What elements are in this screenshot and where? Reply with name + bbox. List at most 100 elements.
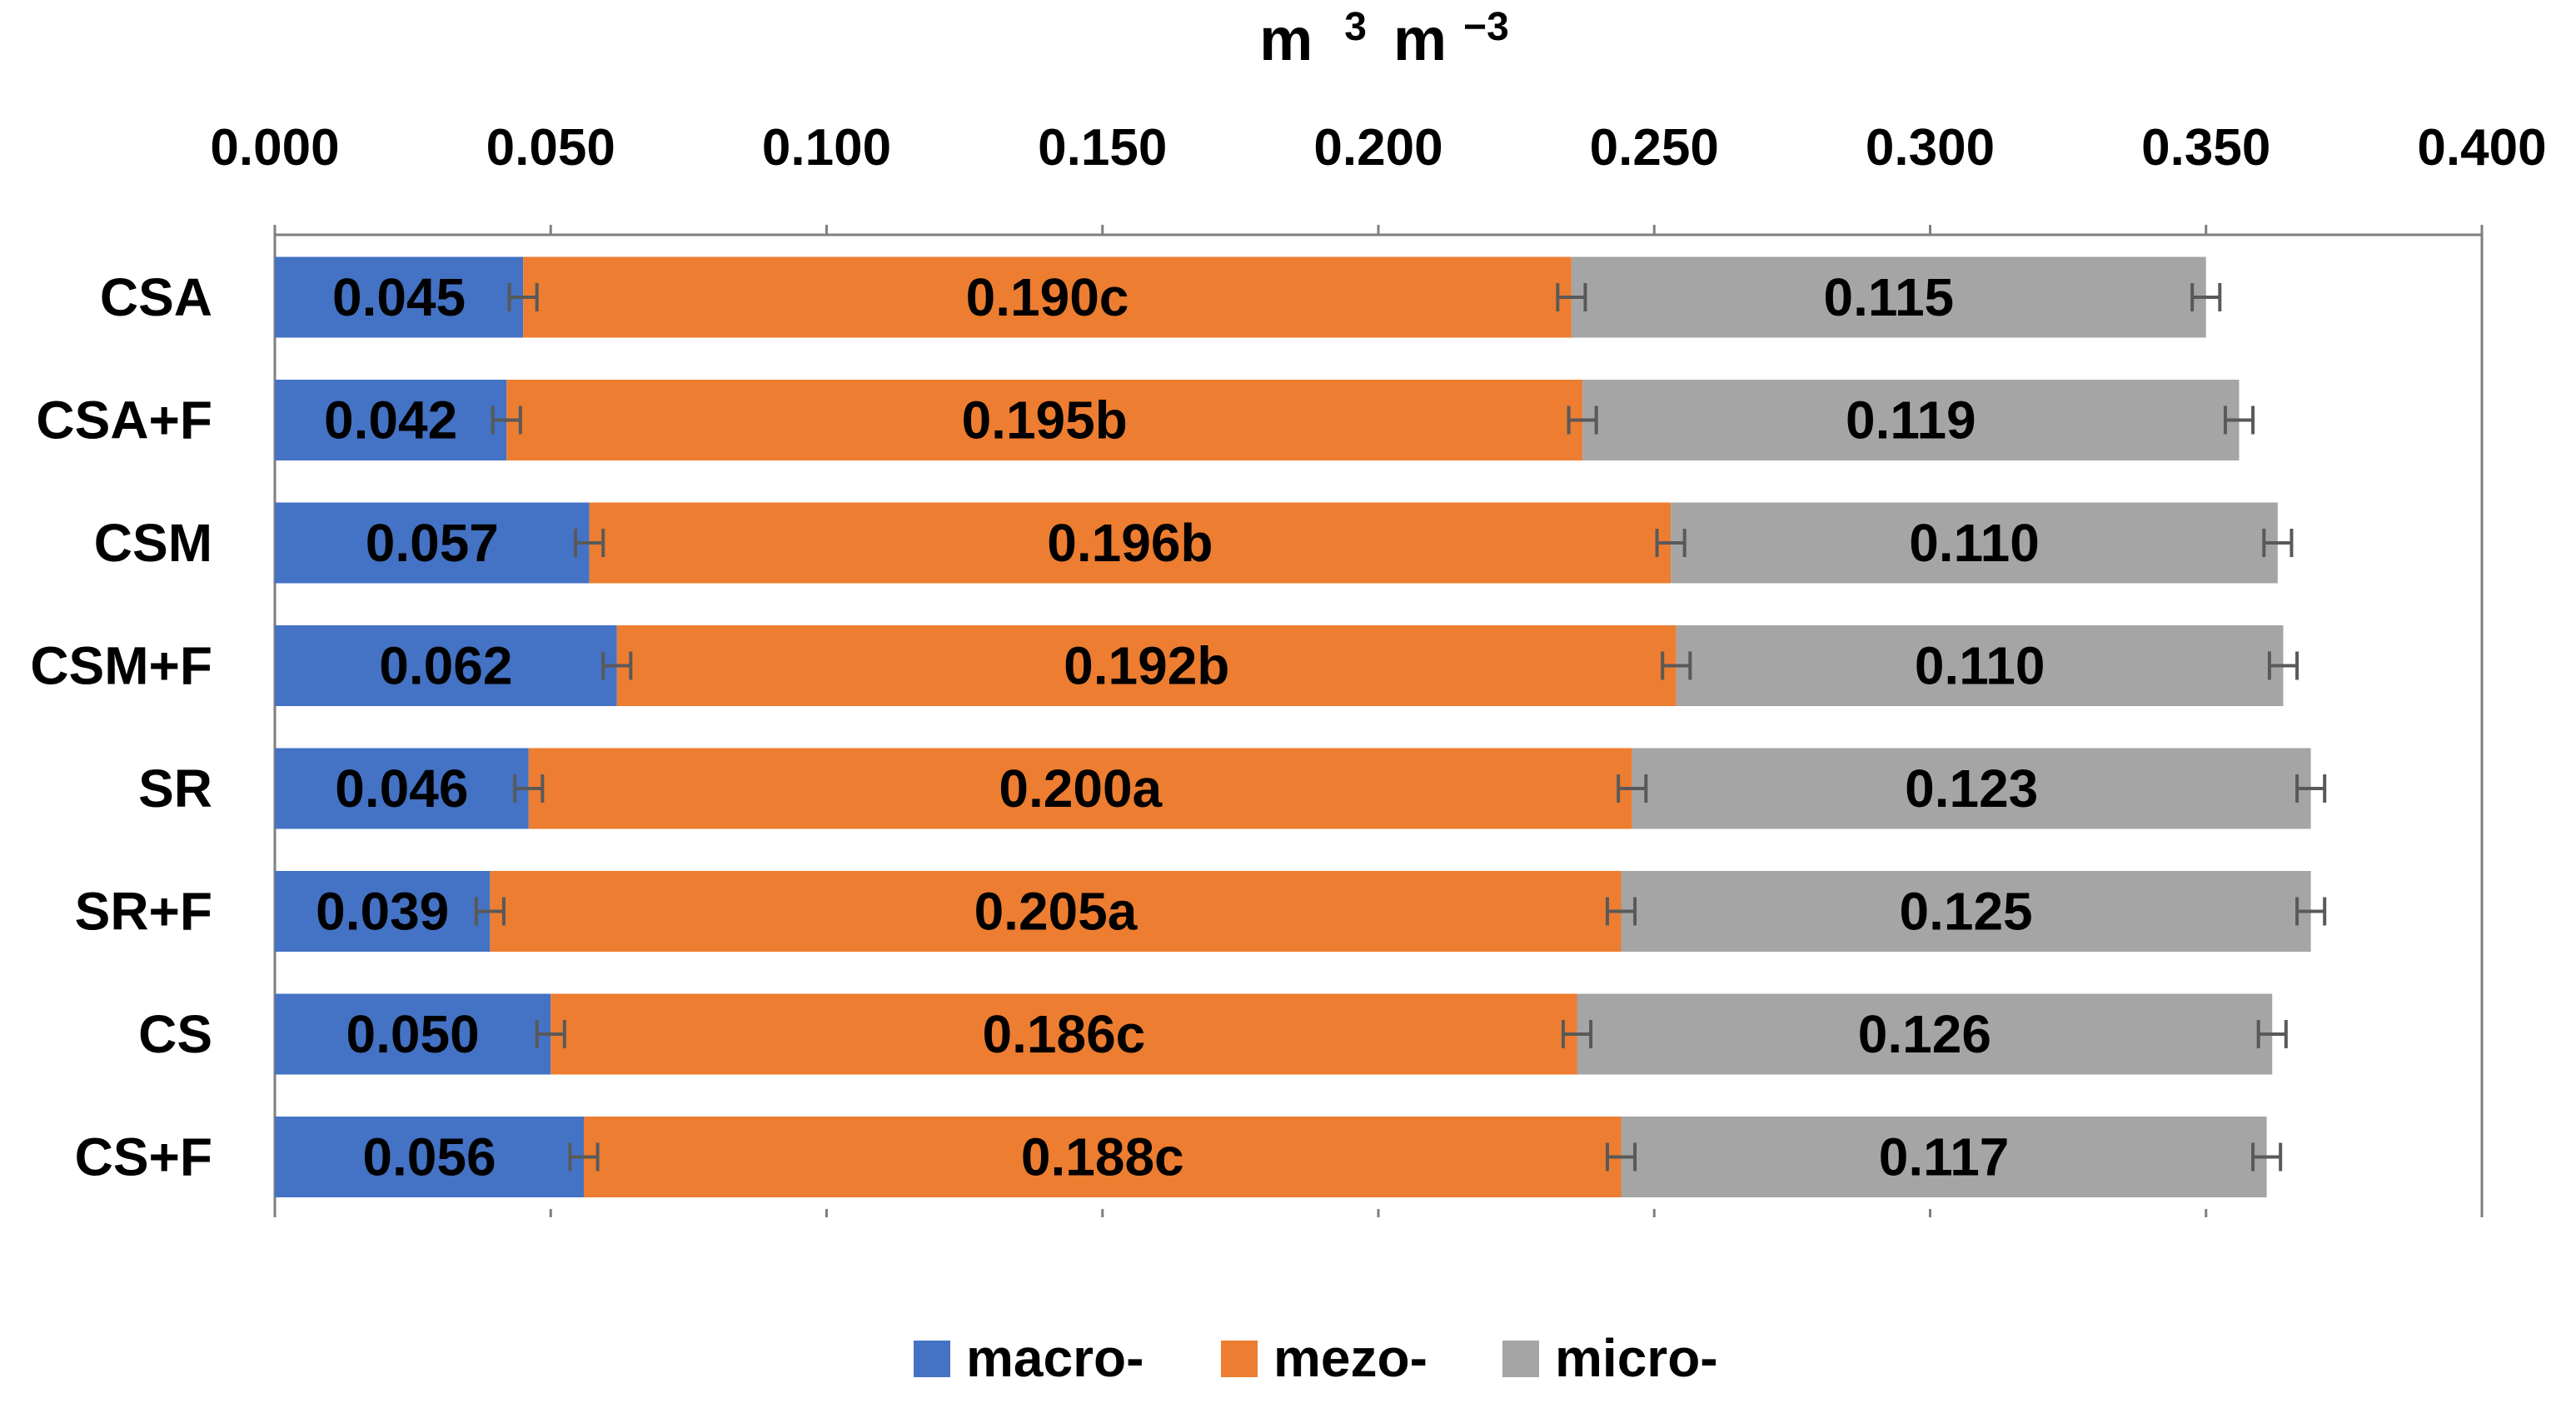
- error-bar: [1605, 1142, 1637, 1172]
- category-label: CSA: [100, 267, 212, 327]
- data-label: 0.117: [1879, 1127, 2010, 1187]
- bar-micro: [1632, 748, 2311, 829]
- data-label: 0.196b: [1047, 513, 1213, 573]
- error-bar: [1567, 405, 1598, 435]
- error-bar: [507, 283, 539, 311]
- error-bar: [1561, 1020, 1593, 1048]
- category-labels: CSA CSA+F CSM CSM+F SR SR+F CS CS+F: [30, 267, 212, 1187]
- error-bar: [513, 774, 545, 803]
- bar-micro: [1621, 871, 2311, 952]
- error-bar: [2267, 651, 2299, 680]
- data-label: 0.186c: [983, 1004, 1146, 1064]
- error-bar: [1617, 774, 1648, 803]
- x-axis-title-sup2: −3: [1463, 5, 1509, 49]
- bar-mezo: [551, 993, 1577, 1075]
- error-bar: [2295, 897, 2327, 926]
- category-label: CS: [138, 1004, 212, 1064]
- data-label: 0.195b: [962, 391, 1128, 450]
- bar-micro: [1621, 1117, 2267, 1197]
- bar-macro: [275, 502, 590, 584]
- error-bar: [535, 1020, 566, 1048]
- category-label: CSM: [94, 513, 212, 573]
- bar-mezo: [523, 256, 1572, 338]
- x-axis-ticks: 0.000 0.050 0.100 0.150 0.200 0.250 0.300 0.350…: [210, 119, 2546, 177]
- legend-swatch: [914, 1341, 950, 1377]
- bar-macro: [275, 871, 491, 952]
- data-label: 0.123: [1905, 759, 2038, 818]
- data-label: 0.042: [324, 391, 457, 450]
- data-label: 0.188c: [1021, 1127, 1184, 1187]
- x-tick-label: 0.200: [1313, 119, 1442, 177]
- x-tick-label: 0.100: [762, 119, 891, 177]
- data-label: 0.200a: [999, 759, 1162, 818]
- category-label: SR+F: [75, 882, 212, 942]
- bar-macro: [275, 1117, 584, 1197]
- legend-item: macro-: [914, 1328, 1144, 1388]
- data-label: 0.110: [1915, 636, 2045, 696]
- bar-mezo: [584, 1117, 1622, 1197]
- error-bar: [601, 651, 633, 680]
- legend-label: macro-: [966, 1328, 1144, 1388]
- error-bar: [1661, 651, 1692, 680]
- bar-macro: [275, 380, 507, 460]
- error-bar: [491, 405, 522, 435]
- error-bar: [474, 897, 506, 926]
- data-label: 0.039: [316, 882, 449, 942]
- error-bar: [2251, 1142, 2283, 1172]
- legend: macro-mezo-micro-: [914, 1328, 1718, 1388]
- legend-label: micro-: [1555, 1328, 1718, 1388]
- data-label: 0.056: [362, 1127, 496, 1187]
- error-bar: [2295, 774, 2327, 803]
- legend-label: mezo-: [1273, 1328, 1428, 1388]
- data-label: 0.062: [379, 636, 512, 696]
- error-bar: [2223, 405, 2255, 435]
- x-tick-label: 0.150: [1038, 119, 1167, 177]
- error-bar: [2190, 283, 2222, 311]
- category-label: SR: [138, 759, 212, 818]
- bar-mezo: [490, 871, 1622, 952]
- legend-item: mezo-: [1221, 1328, 1428, 1388]
- x-tick-label: 0.300: [1866, 119, 1995, 177]
- error-bars: [474, 283, 2327, 1172]
- bars: [275, 256, 2311, 1197]
- error-bar: [568, 1142, 600, 1172]
- data-label: 0.192b: [1064, 636, 1229, 696]
- bar-macro: [275, 748, 529, 829]
- data-label: 0.126: [1858, 1004, 1991, 1064]
- bar-micro: [1577, 993, 2273, 1075]
- bar-micro: [1671, 502, 2278, 584]
- data-label: 0.057: [366, 513, 499, 573]
- data-label: 0.045: [332, 267, 466, 327]
- legend-swatch: [1502, 1341, 1539, 1377]
- x-tick-label: 0.250: [1590, 119, 1719, 177]
- bar-mezo: [616, 625, 1677, 706]
- error-bar: [2262, 529, 2294, 557]
- error-bar: [1655, 529, 1687, 557]
- legend-item: micro-: [1502, 1328, 1718, 1388]
- bar-micro: [1571, 256, 2206, 338]
- data-labels: 0.045 0.190c 0.115 0.042 0.195b 0.119 0.057 0.1…: [316, 267, 2045, 1187]
- data-label: 0.119: [1846, 391, 1976, 450]
- bar-micro: [1676, 625, 2284, 706]
- x-axis-title: m 3 m −3: [1259, 0, 1509, 73]
- data-label: 0.050: [346, 1004, 480, 1064]
- error-bar: [2256, 1020, 2288, 1048]
- x-tick-label: 0.350: [2141, 119, 2270, 177]
- bar-mezo: [528, 748, 1632, 829]
- data-label: 0.190c: [966, 267, 1129, 327]
- category-label: CSM+F: [30, 636, 212, 696]
- bar-micro: [1582, 380, 2240, 460]
- x-tick-label: 0.050: [486, 119, 615, 177]
- error-bar: [1556, 283, 1587, 311]
- x-tick-label: 0.400: [2417, 119, 2546, 177]
- bar-macro: [275, 993, 551, 1075]
- data-label: 0.205a: [974, 882, 1138, 942]
- bar-macro: [275, 256, 524, 338]
- error-bar: [574, 529, 605, 557]
- data-label: 0.115: [1824, 267, 1955, 327]
- data-label: 0.110: [1909, 513, 2040, 573]
- category-label: CSA+F: [36, 391, 212, 450]
- data-label: 0.125: [1899, 882, 2032, 942]
- x-axis-title-base1: m: [1259, 7, 1313, 73]
